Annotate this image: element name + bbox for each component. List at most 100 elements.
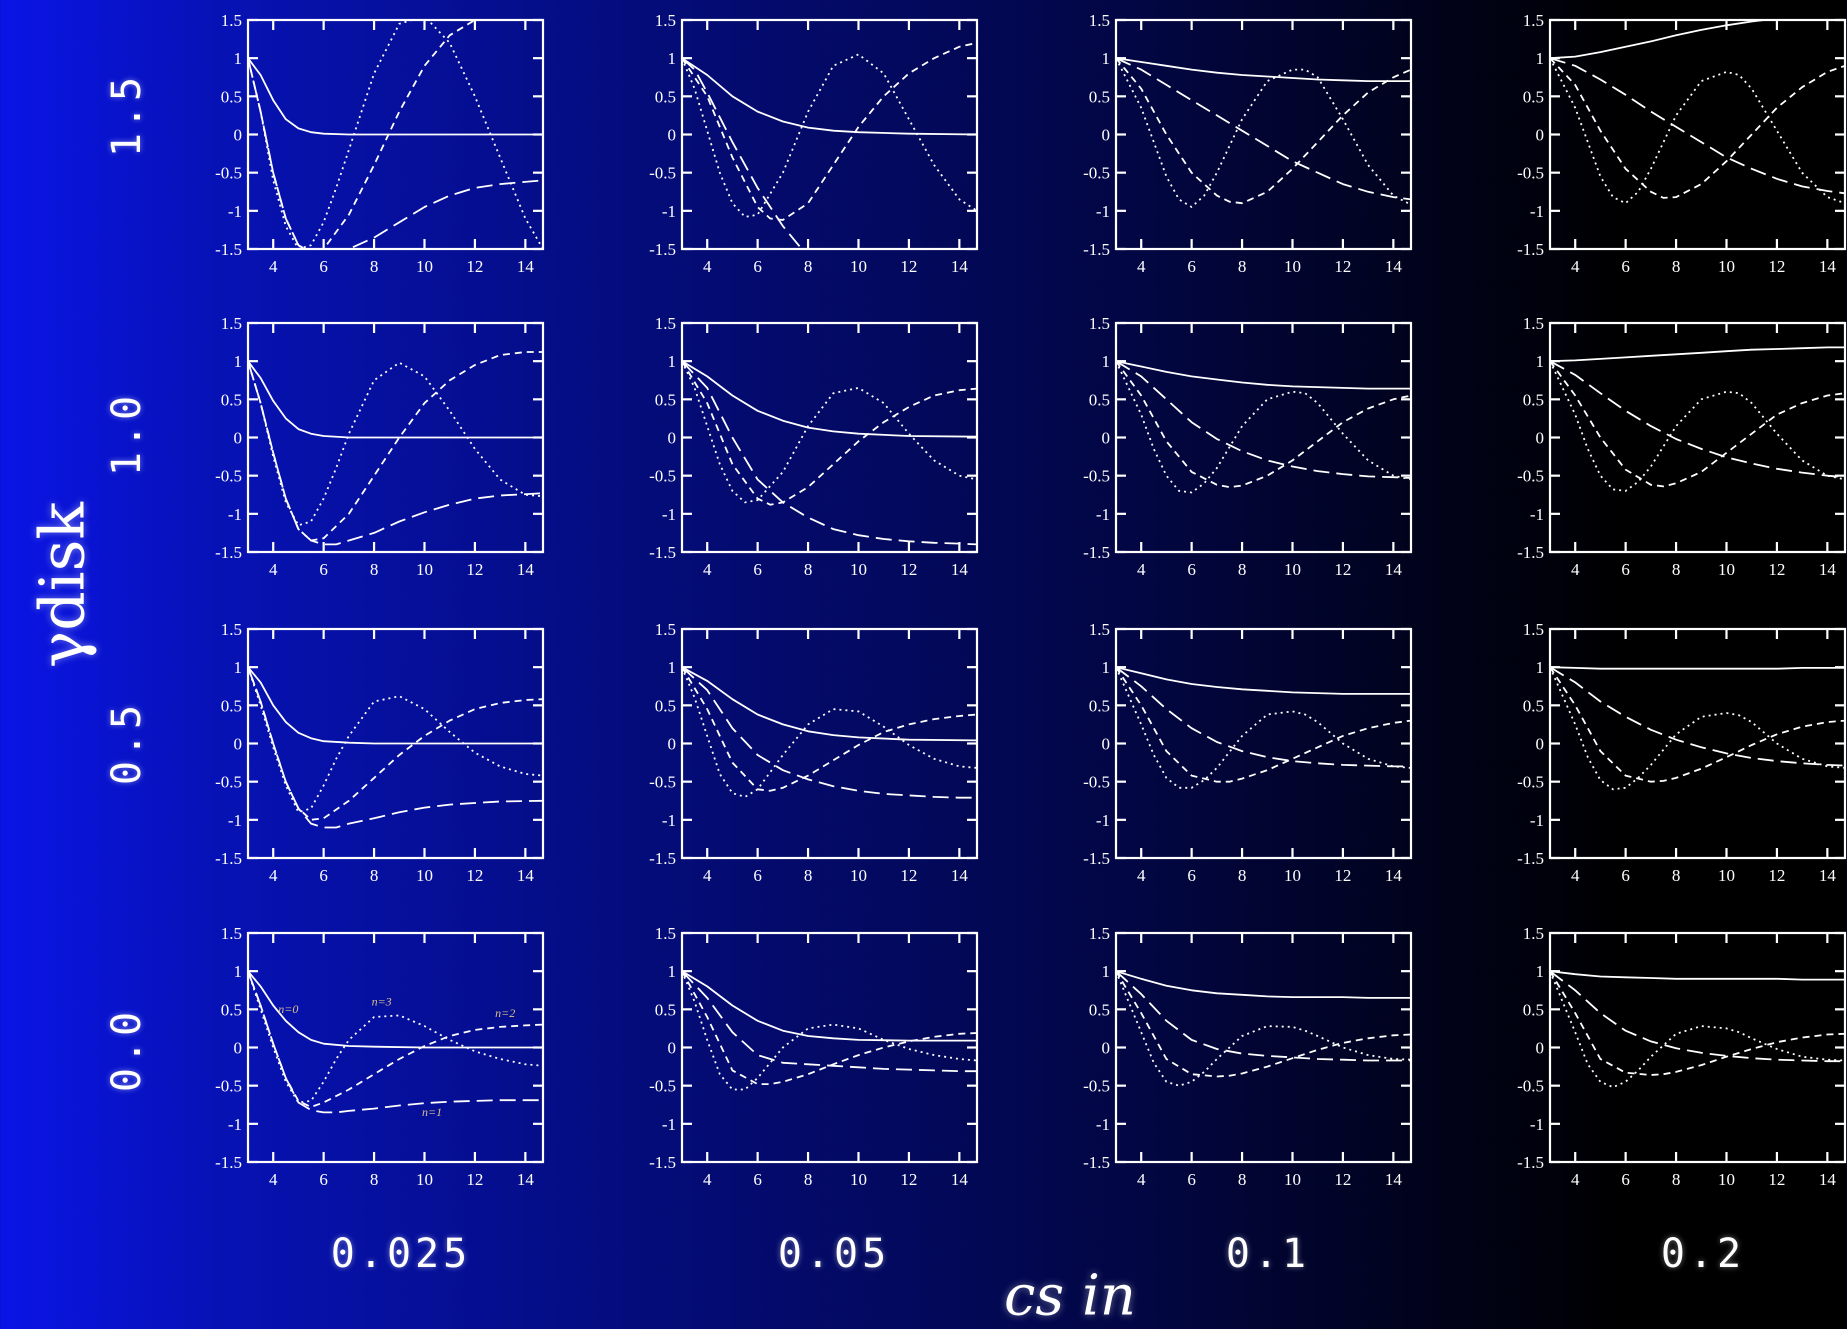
x-axis-title: cs in	[1004, 1263, 1136, 1329]
x-tick-label: 8	[1672, 1170, 1681, 1189]
series-n-1-line	[682, 666, 977, 799]
y-tick-label: 0	[1102, 1039, 1111, 1058]
x-tick-label: 14	[1819, 866, 1837, 885]
series-n-1-line	[1116, 57, 1411, 201]
y-tick-label: -1	[1530, 1115, 1544, 1134]
series-n-1-line	[248, 57, 543, 249]
y-tick-label: 1	[1536, 352, 1545, 371]
panel-0-5-0-2: 4 6 8 10 12 14 1.5 1 0.5 0 -0.5 -1 -1.5	[1517, 620, 1847, 885]
x-tick-label: 12	[466, 1170, 483, 1189]
x-tick-label: 4	[703, 257, 712, 276]
y-tick-label: -0.5	[1517, 467, 1544, 486]
x-tick-label: 12	[1768, 1170, 1785, 1189]
x-tick-label: 8	[804, 1170, 813, 1189]
x-tick-label: 10	[850, 866, 867, 885]
series-n-0-line	[248, 57, 543, 136]
series-n-1-line	[682, 360, 977, 546]
y-tick-label: 0	[1102, 126, 1111, 145]
y-tick-label: 0.5	[1089, 87, 1110, 106]
y-tick-label: 1	[668, 658, 677, 677]
y-tick-label: -1	[662, 811, 676, 830]
x-tick-label: 10	[850, 560, 867, 579]
x-tick-label: 10	[416, 866, 433, 885]
x-tick-label: 6	[1187, 257, 1196, 276]
x-tick-label: 10	[1284, 1170, 1301, 1189]
x-tick-label: 4	[269, 560, 278, 579]
x-tick-label: 6	[1621, 560, 1630, 579]
series-n-3-line	[1550, 666, 1845, 791]
series-annotation: n=3	[372, 995, 392, 1009]
y-tick-label: 1	[1536, 658, 1545, 677]
series-n-0-line	[248, 970, 543, 1049]
y-tick-label: 1	[234, 49, 243, 68]
x-tick-label: 12	[466, 257, 483, 276]
y-tick-label: -0.5	[215, 1077, 242, 1096]
y-tick-label: 1.5	[655, 314, 676, 333]
series-n-2-line	[1116, 360, 1411, 489]
x-tick-label: 12	[900, 866, 917, 885]
series-n-0-line	[682, 360, 977, 438]
y-tick-label: 0.5	[655, 1000, 676, 1019]
x-tick-label: 14	[517, 1170, 535, 1189]
y-tick-label: -1.5	[649, 543, 676, 562]
x-tick-label: 12	[1768, 257, 1785, 276]
x-tick-label: 14	[517, 560, 535, 579]
x-tick-label: 12	[1334, 1170, 1351, 1189]
series-n-0-line	[248, 360, 543, 439]
y-tick-label: -0.5	[1517, 773, 1544, 792]
x-tick-label: 10	[1718, 1170, 1735, 1189]
x-tick-label: 4	[1571, 257, 1580, 276]
y-tick-label: 0.5	[221, 390, 242, 409]
y-tick-label: -1.5	[1083, 240, 1110, 259]
series-n-1-line	[248, 970, 543, 1114]
x-tick-label: 12	[1334, 560, 1351, 579]
series-n-3-line	[1116, 57, 1411, 208]
y-tick-label: 1.5	[1089, 620, 1110, 639]
series-n-2-line	[1116, 57, 1411, 205]
y-tick-label: -1.5	[1517, 240, 1544, 259]
x-tick-label: 10	[416, 257, 433, 276]
x-tick-label: 8	[1238, 866, 1247, 885]
x-tick-label: 14	[951, 560, 969, 579]
y-tick-label: 1.5	[655, 924, 676, 943]
y-tick-label: -1	[228, 1115, 242, 1134]
x-tick-label: 14	[517, 257, 535, 276]
series-n-2-line	[682, 666, 977, 792]
x-tick-label: 4	[703, 560, 712, 579]
y-tick-label: 0	[668, 126, 677, 145]
y-tick-label: 1	[1536, 962, 1545, 981]
y-tick-label: 0	[234, 429, 243, 448]
y-tick-label: 0	[234, 1039, 243, 1058]
series-n-3-line	[1116, 666, 1411, 789]
plot-frame	[1114, 321, 1413, 554]
x-tick-label: 4	[703, 866, 712, 885]
y-tick-label: -1	[662, 505, 676, 524]
x-tick-label: 8	[804, 866, 813, 885]
series-annotation: n=2	[495, 1006, 515, 1020]
panel-1-5-0-2: 4 6 8 10 12 14 1.5 1 0.5 0 -0.5 -1 -1.5	[1517, 11, 1847, 276]
y-tick-label: 1.5	[1523, 11, 1544, 30]
y-tick-label: 1	[1102, 962, 1111, 981]
y-tick-label: -1	[1530, 202, 1544, 221]
y-tick-label: -0.5	[1517, 164, 1544, 183]
y-tick-label: 1	[668, 352, 677, 371]
series-n-2-line	[1550, 360, 1845, 488]
y-tick-label: -0.5	[1517, 1077, 1544, 1096]
series-n-3-line	[248, 666, 543, 814]
y-tick-label: 0	[1102, 429, 1111, 448]
x-tick-label: 12	[900, 257, 917, 276]
plot-frame	[680, 931, 979, 1164]
y-tick-label: -0.5	[649, 467, 676, 486]
y-tick-label: -0.5	[649, 164, 676, 183]
y-tick-label: -1	[1096, 202, 1110, 221]
x-tick-label: 10	[1718, 257, 1735, 276]
series-n-1-line	[1550, 57, 1845, 195]
col-label-cs-0-1: 0.1	[1225, 1231, 1311, 1277]
x-tick-label: 12	[900, 1170, 917, 1189]
y-tick-label: 0	[1536, 126, 1545, 145]
panel-1-0-0-2: 4 6 8 10 12 14 1.5 1 0.5 0 -0.5 -1 -1.5	[1517, 314, 1847, 579]
x-tick-label: 6	[1621, 1170, 1630, 1189]
y-tick-label: -0.5	[1083, 773, 1110, 792]
series-n-3-line	[1550, 57, 1845, 205]
x-tick-label: 14	[1385, 257, 1403, 276]
